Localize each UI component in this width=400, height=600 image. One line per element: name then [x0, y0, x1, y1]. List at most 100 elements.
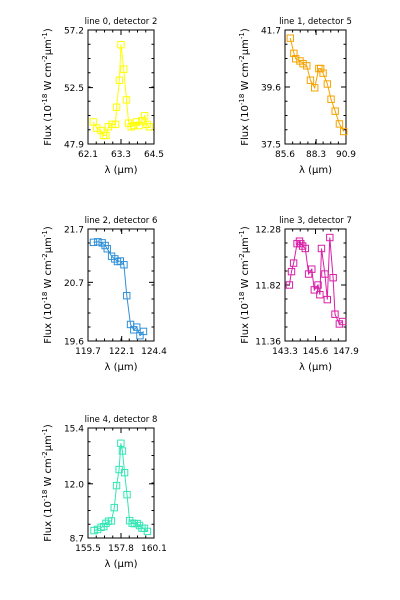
- y-tick-label: 21.7: [64, 226, 84, 236]
- y-tick-label: 15.4: [64, 425, 84, 435]
- data-point: [139, 327, 148, 336]
- panel-title: line 4, detector 8: [85, 415, 158, 425]
- x-tick-label: 62.1: [78, 150, 98, 160]
- data-point: [316, 64, 325, 73]
- data-point: [327, 95, 335, 103]
- y-tick-label: 47.9: [64, 141, 84, 151]
- data-point: [143, 527, 152, 536]
- series-line: [93, 443, 148, 532]
- y-axis-label: Flux (10-18 W cm-2μm-1): [238, 28, 251, 146]
- y-tick-label: 12.0: [64, 480, 84, 490]
- x-tick-label: 85.6: [275, 150, 295, 160]
- data-point: [289, 259, 298, 267]
- data-point: [111, 255, 119, 263]
- data-point: [97, 126, 105, 135]
- y-tick-label: 11.82: [255, 282, 281, 292]
- data-point: [317, 244, 326, 253]
- data-point: [331, 310, 339, 318]
- y-tick-label: 57.2: [64, 27, 84, 37]
- series-line: [92, 44, 150, 136]
- chart-panel: line 3, detector 7 143.3 145.6 147.9 11.36 11…: [238, 216, 359, 373]
- y-tick-label: 41.7: [261, 27, 281, 37]
- data-point: [127, 123, 135, 131]
- series-line: [289, 37, 345, 132]
- y-tick-label: 19.6: [64, 338, 84, 348]
- y-axis-label: Flux (10-18 W cm-2μm-1): [238, 226, 251, 344]
- x-tick-label: 157.8: [108, 544, 134, 554]
- panel-title: line 1, detector 5: [279, 17, 352, 27]
- y-tick-label: 12.28: [255, 226, 281, 236]
- data-point: [323, 80, 332, 88]
- data-point: [290, 49, 298, 58]
- data-point: [94, 238, 102, 246]
- data-point: [303, 62, 311, 70]
- x-tick-label: 145.6: [303, 347, 329, 357]
- data-point: [306, 76, 315, 84]
- x-tick-label: 88.3: [306, 150, 326, 160]
- data-point: [331, 107, 339, 115]
- data-point: [118, 447, 127, 455]
- data-point: [133, 323, 141, 331]
- x-tick-label: 147.9: [333, 347, 359, 357]
- y-tick-label: 11.36: [255, 338, 281, 348]
- data-point: [143, 120, 151, 129]
- panel-title: line 0, detector 2: [85, 17, 158, 27]
- data-point: [287, 267, 296, 276]
- data-point: [112, 481, 121, 490]
- x-axis-label: λ (μm): [104, 362, 137, 373]
- y-tick-label: 8.7: [70, 535, 84, 545]
- plot-frame: [87, 228, 155, 342]
- x-tick-label: 143.3: [272, 347, 298, 357]
- data-point: [310, 286, 319, 294]
- x-axis-label: λ (μm): [299, 362, 332, 373]
- data-point: [316, 291, 324, 299]
- panel-title: line 3, detector 7: [279, 216, 352, 226]
- data-point: [335, 120, 344, 128]
- x-tick-label: 90.9: [336, 150, 356, 160]
- x-axis-label: λ (μm): [104, 165, 137, 176]
- data-point: [89, 238, 98, 247]
- data-point: [339, 127, 348, 136]
- data-point: [103, 245, 111, 253]
- x-tick-label: 63.3: [111, 150, 131, 160]
- chart-panel: line 0, detector 2 62.1 63.3 64.5 47.9 52.5 57…: [41, 17, 164, 176]
- data-point: [111, 120, 120, 129]
- data-point: [293, 239, 301, 248]
- data-point: [326, 233, 334, 242]
- x-tick-label: 64.5: [144, 150, 164, 160]
- data-point: [286, 34, 294, 42]
- data-point: [122, 96, 131, 104]
- data-point: [107, 517, 116, 525]
- data-point: [310, 84, 319, 92]
- y-axis-label: Flux (10-18 W cm-2μm-1): [41, 424, 54, 542]
- series-line: [93, 241, 144, 337]
- x-axis-label: λ (μm): [104, 559, 137, 570]
- data-point: [285, 281, 294, 289]
- x-tick-label: 160.1: [141, 544, 167, 554]
- data-point: [102, 131, 110, 140]
- y-tick-label: 39.6: [261, 84, 281, 94]
- data-point: [120, 468, 129, 477]
- y-axis-label: Flux (10-18 W cm-2μm-1): [41, 28, 54, 146]
- data-point: [115, 76, 124, 84]
- data-point: [112, 103, 121, 111]
- chart-panel: line 1, detector 5 85.6 88.3 90.9 37.5 39.6 41…: [238, 17, 356, 176]
- data-point: [117, 41, 125, 49]
- data-point: [338, 317, 347, 326]
- y-tick-label: 20.7: [64, 279, 84, 289]
- data-point: [297, 239, 305, 248]
- data-point: [102, 519, 110, 528]
- data-point: [329, 273, 337, 282]
- x-tick-label: 122.1: [109, 347, 135, 357]
- data-point: [120, 65, 128, 73]
- data-point: [321, 270, 329, 278]
- data-point: [319, 69, 327, 77]
- x-axis-label: λ (μm): [299, 165, 332, 176]
- y-axis-label: Flux (10-18 W cm-2μm-1): [41, 226, 54, 344]
- chart-panel: line 4, detector 8 155.5 157.8 160.1 8.7 12.0…: [41, 415, 167, 570]
- data-point: [308, 265, 316, 273]
- data-point: [292, 55, 300, 63]
- data-point: [120, 261, 128, 269]
- x-tick-label: 155.5: [75, 544, 101, 554]
